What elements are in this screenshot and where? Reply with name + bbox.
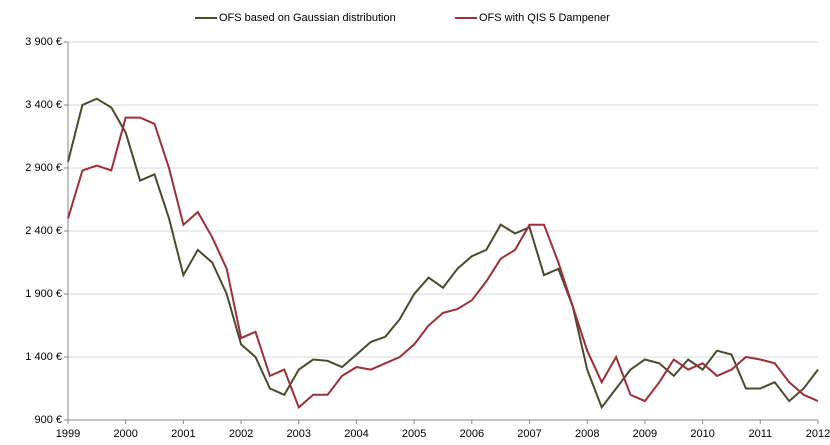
- x-tick-label: 2006: [460, 428, 484, 440]
- x-tick-label: 2000: [113, 428, 137, 440]
- y-tick-label: 2 900 €: [25, 162, 62, 174]
- x-tick-label: 2005: [402, 428, 426, 440]
- y-tick-label: 2 400 €: [25, 225, 62, 237]
- x-tick-label: 2008: [575, 428, 599, 440]
- x-tick-label: 2004: [344, 428, 368, 440]
- x-tick-label: 2001: [171, 428, 195, 440]
- y-tick-label: 900 €: [34, 414, 62, 426]
- x-tick-label: 2012: [806, 428, 830, 440]
- x-tick-label: 2003: [287, 428, 311, 440]
- y-tick-label: 3 900 €: [25, 36, 62, 48]
- x-tick-label: 2011: [748, 428, 772, 440]
- x-tick-label: 2002: [229, 428, 253, 440]
- legend-label: OFS with QIS 5 Dampener: [479, 12, 610, 24]
- y-tick-label: 1 900 €: [25, 288, 62, 300]
- x-tick-label: 2007: [517, 428, 541, 440]
- line-series: [67, 116, 819, 410]
- legend-label: OFS based on Gaussian distribution: [219, 12, 396, 24]
- x-tick-label: 2010: [690, 428, 714, 440]
- y-tick-label: 1 400 €: [25, 351, 62, 363]
- x-tick-label: 1999: [56, 428, 80, 440]
- line-series: [67, 97, 819, 410]
- x-tick-label: 2009: [633, 428, 657, 440]
- y-tick-label: 3 400 €: [25, 99, 62, 111]
